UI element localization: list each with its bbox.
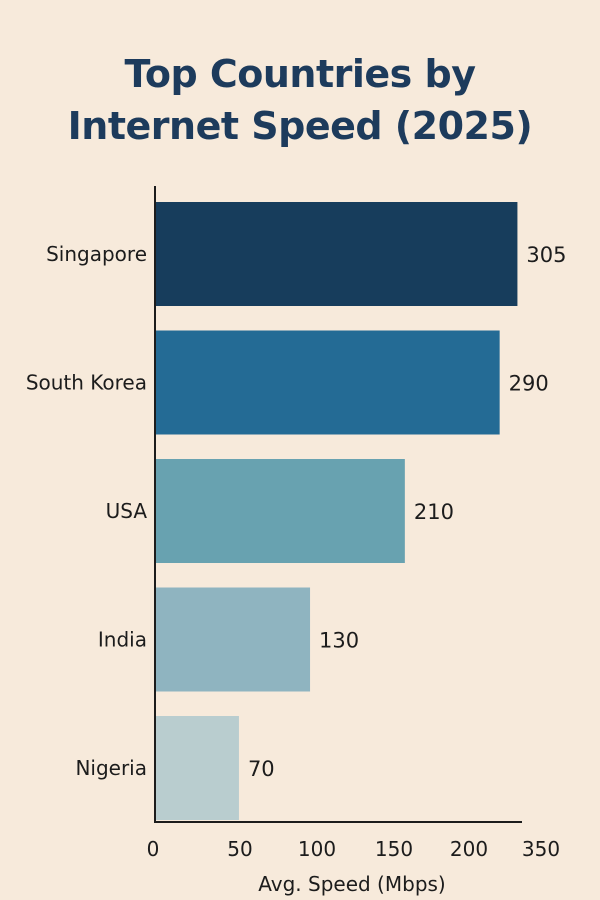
x-tick-label-200: 200 <box>450 837 488 861</box>
chart-title-line-1: Top Countries by <box>124 52 476 96</box>
bars-group <box>156 202 518 820</box>
category-label-usa: USA <box>106 499 148 523</box>
category-label-south-korea: South Korea <box>26 371 147 395</box>
value-label-usa: 210 <box>414 500 454 524</box>
x-tick-label-150: 150 <box>375 837 413 861</box>
bar-usa <box>156 459 405 563</box>
bar-south-korea <box>156 330 500 435</box>
x-tick-label-350: 350 <box>522 837 560 861</box>
chart-title-line-2: Internet Speed (2025) <box>67 104 533 148</box>
category-labels: Singapore South Korea USA India Nigeria <box>26 242 148 780</box>
value-labels: 305 290 210 130 70 <box>248 243 567 781</box>
bar-india <box>156 587 311 692</box>
category-label-india: India <box>98 628 147 652</box>
bar-nigeria <box>156 716 239 820</box>
value-label-singapore: 305 <box>526 243 566 267</box>
bar-singapore <box>156 202 518 306</box>
chart-title: Top Countries by Internet Speed (2025) <box>0 48 600 152</box>
value-label-south-korea: 290 <box>509 372 549 396</box>
category-label-singapore: Singapore <box>46 242 147 266</box>
category-label-nigeria: Nigeria <box>75 756 147 780</box>
x-axis-title: Avg. Speed (Mbps) <box>258 872 445 896</box>
x-tick-label-100: 100 <box>298 837 336 861</box>
x-tick-label-0: 0 <box>147 837 160 861</box>
x-axis-ticks: 0 50 100 150 200 350 <box>147 837 560 861</box>
value-label-india: 130 <box>319 629 359 653</box>
value-label-nigeria: 70 <box>248 757 275 781</box>
x-tick-label-50: 50 <box>227 837 252 861</box>
